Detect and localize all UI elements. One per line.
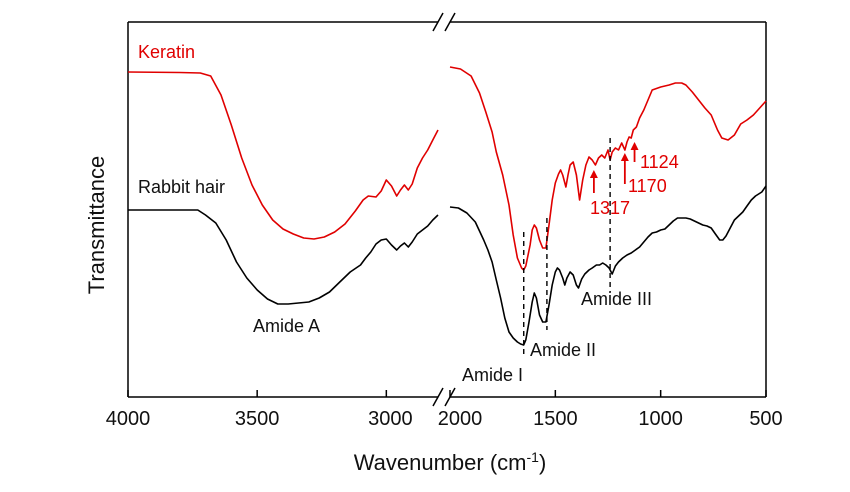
x-tick-label-1500: 1500 <box>533 408 578 430</box>
arrow-marker-1317 <box>589 170 598 193</box>
x-axis-title: Wavenumber (cm-1) <box>354 449 547 475</box>
annotation-amide-iii: Amide III <box>581 289 652 309</box>
annotation-amide-i: Amide I <box>462 365 523 385</box>
break-top-b <box>444 12 456 32</box>
x-tick-label-1000: 1000 <box>638 408 683 430</box>
series-line-rabbit-hair-1 <box>128 209 439 305</box>
x-tick-label-500: 500 <box>749 408 782 430</box>
axis-frame <box>127 21 767 398</box>
y-axis-title: Transmittance <box>84 156 109 295</box>
break-bottom-a <box>432 387 444 407</box>
axis-break-marks <box>432 12 456 407</box>
x-tick-label-4000: 4000 <box>106 408 151 430</box>
x-tick-label-3500: 3500 <box>235 408 280 430</box>
annotation-peak-1317: 1317 <box>590 198 630 218</box>
break-top-a <box>432 12 444 32</box>
annotation-amide-ii: Amide II <box>530 340 596 360</box>
series-lines <box>127 66 767 346</box>
annotation-amide-a: Amide A <box>253 316 320 336</box>
series-label-rabbit-hair: Rabbit hair <box>138 177 225 197</box>
x-tick-label-3000: 3000 <box>368 408 413 430</box>
annotation-peak-1170: 1170 <box>628 176 667 196</box>
series-label-keratin: Keratin <box>138 42 195 62</box>
x-tick-labels: 4000 3500 3000 2000 1500 1000 500 <box>106 408 783 430</box>
arrow-marker-1170 <box>620 153 629 184</box>
series-line-rabbit-hair-2 <box>449 185 767 346</box>
x-ticks <box>127 390 767 397</box>
x-tick-label-2000: 2000 <box>438 408 483 430</box>
peak-markers <box>523 138 639 356</box>
series-line-keratin-1 <box>127 71 439 240</box>
arrow-marker-1124 <box>630 142 639 162</box>
annotation-peak-1124: 1124 <box>640 152 679 172</box>
